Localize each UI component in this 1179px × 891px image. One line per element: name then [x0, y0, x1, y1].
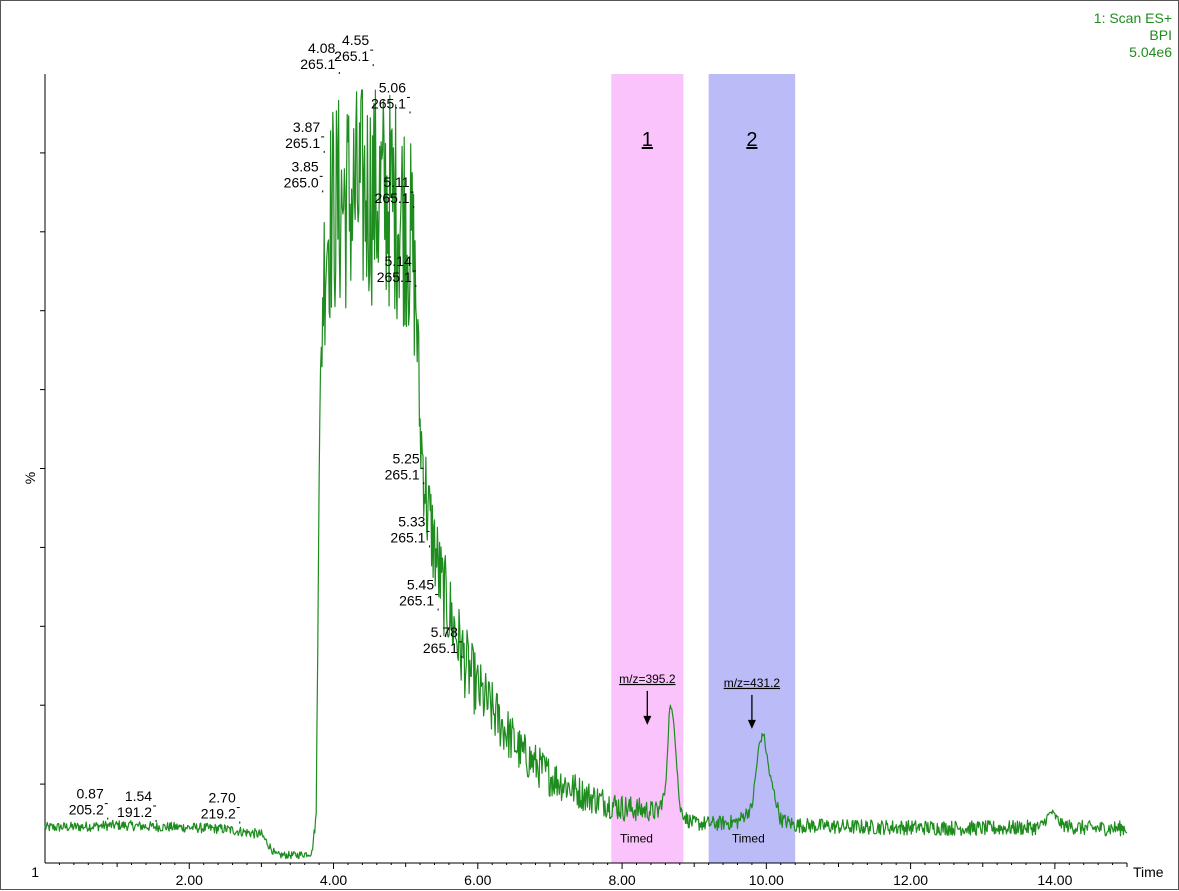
region-annotations: 1 m/z=395.2 Timed 2 m/z=431.2 Timed	[619, 129, 780, 845]
y-axis-min-label: 1	[31, 864, 39, 880]
y-axis-label: %	[22, 472, 38, 484]
peak-label-time: 3.85	[291, 158, 318, 174]
peak-label-mz: 191.2	[117, 804, 152, 820]
peak-label-mz: 265.1	[385, 466, 420, 482]
peak-label-mz: 265.0	[284, 174, 319, 190]
peak-label-time: 5.33	[398, 513, 425, 529]
region-2-arrow-head	[747, 719, 756, 729]
x-tick-label: 10.00	[749, 872, 784, 888]
x-tick-label: 8.00	[608, 872, 635, 888]
peak-label-mz: 205.2	[69, 802, 104, 818]
bpi-label: BPI	[1149, 27, 1172, 43]
peak-label-time: 1.54	[125, 788, 152, 804]
peak-label-mz: 265.1	[399, 593, 434, 609]
peak-label-mz: 265.1	[423, 640, 458, 656]
max-intensity-label: 5.04e6	[1129, 44, 1172, 60]
peak-label-time: 4.08	[308, 40, 335, 56]
peak-label-time: 5.78	[431, 624, 458, 640]
peak-label-mz: 265.1	[390, 529, 425, 545]
peak-label-time: 5.25	[392, 450, 419, 466]
peak-label-time: 3.87	[293, 119, 320, 135]
peak-label-mz: 265.1	[300, 56, 335, 72]
x-axis-label: Time	[1133, 864, 1164, 880]
peak-label-mz: 219.2	[201, 806, 236, 822]
highlight-regions	[611, 74, 796, 863]
region-1-number: 1	[642, 129, 653, 151]
bpi-trace	[44, 89, 1128, 860]
bpi-trace-line	[44, 89, 1128, 860]
region-2-timed-label: Timed	[732, 831, 765, 845]
axes: % 1 Time	[22, 74, 1164, 880]
region-1-band	[611, 74, 684, 863]
region-2-number: 2	[746, 129, 757, 151]
peak-labels: 0.87205.21.54191.22.70219.23.85265.03.87…	[69, 32, 463, 824]
scan-label: 1: Scan ES+	[1094, 10, 1172, 26]
peak-label-mz: 265.1	[334, 48, 369, 64]
peak-label-time: 0.87	[77, 786, 104, 802]
peak-label-mz: 265.1	[377, 269, 412, 285]
x-tick-label: 4.00	[320, 872, 347, 888]
peak-label-time: 5.06	[379, 79, 406, 95]
trace-header: 1: Scan ES+ BPI 5.04e6	[1094, 10, 1172, 60]
peak-label-mz: 265.1	[285, 135, 320, 151]
region-1-timed-label: Timed	[620, 831, 653, 845]
peak-label-time: 2.70	[209, 790, 236, 806]
peak-label-time: 5.45	[407, 577, 434, 593]
peak-label-mz: 265.1	[371, 95, 406, 111]
x-tick-label: 2.00	[176, 872, 203, 888]
x-ticks: 2.00 4.00 6.00 8.00 10.00 12.00 14.00	[40, 152, 1128, 888]
region-1-arrow-head	[643, 715, 652, 725]
peak-label-time: 4.55	[342, 32, 369, 48]
x-tick-label: 6.00	[464, 872, 491, 888]
peak-label-time: 5.11	[383, 174, 409, 190]
peak-label-time: 5.14	[385, 253, 412, 269]
x-tick-label: 14.00	[1037, 872, 1072, 888]
region-1-mz-label: m/z=395.2	[619, 672, 676, 686]
x-tick-label: 12.00	[893, 872, 928, 888]
region-2-band	[708, 74, 796, 863]
peak-label-mz: 265.1	[375, 190, 410, 206]
region-2-mz-label: m/z=431.2	[724, 676, 781, 690]
